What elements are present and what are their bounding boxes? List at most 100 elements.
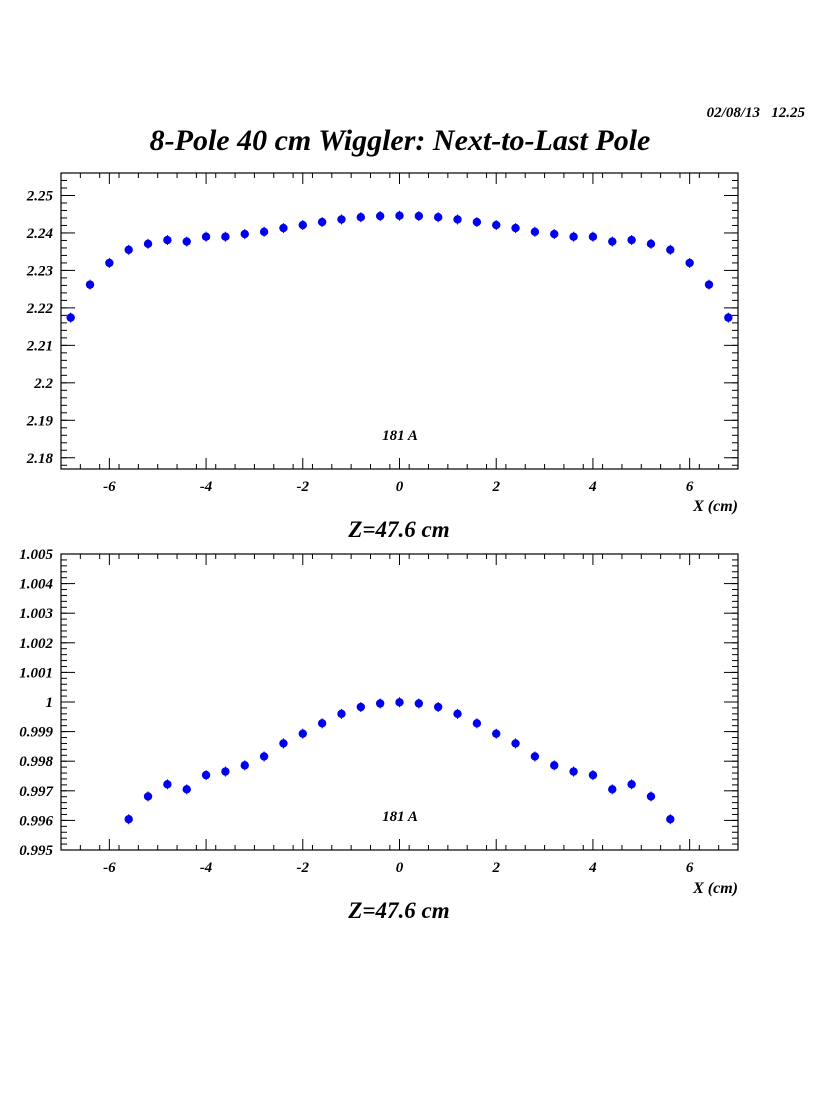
data-point <box>453 215 462 224</box>
current-annotation: 181 A <box>382 428 418 444</box>
data-point <box>472 719 482 728</box>
x-tick-label: 0 <box>396 479 404 495</box>
data-point <box>182 785 191 794</box>
data-points <box>124 697 675 825</box>
data-point <box>433 213 443 222</box>
data-point <box>259 752 269 761</box>
data-point <box>105 258 114 268</box>
data-point <box>492 729 501 738</box>
page-title: 8-Pole 40 cm Wiggler: Next-to-Last Pole <box>149 124 651 157</box>
current-annotation: 181 A <box>382 809 418 825</box>
data-point <box>317 719 327 728</box>
data-point <box>550 761 559 770</box>
y-tick-label: 1.004 <box>19 577 53 593</box>
plot-frame <box>60 172 739 470</box>
data-point <box>201 770 211 780</box>
data-point <box>85 280 95 289</box>
data-point <box>221 767 230 776</box>
grid-ticks <box>60 553 739 851</box>
data-point <box>124 245 133 255</box>
data-point <box>298 729 307 738</box>
x-tick-label: 6 <box>686 860 694 876</box>
x-tick-label: 4 <box>588 860 597 876</box>
y-tick-label: 2.25 <box>26 188 54 204</box>
y-tick-label: 0.998 <box>19 754 53 770</box>
y-tick-label: 1.003 <box>19 606 53 622</box>
y-tick-label: 0.995 <box>19 843 53 859</box>
data-point <box>569 767 578 776</box>
grid-ticks <box>60 172 739 469</box>
data-point <box>356 213 366 222</box>
x-tick-label: 6 <box>686 479 694 495</box>
z-caption: Z=47.6 cm <box>347 517 449 542</box>
y-tick-label: 1.002 <box>19 636 53 652</box>
data-point <box>666 245 675 255</box>
x-tick-labels: -6 -4 -2 0 2 4 6 <box>103 479 694 495</box>
y-tick-label: 2.23 <box>26 263 54 279</box>
data-point <box>240 229 249 239</box>
date-stamp: 02/08/13 12.25 <box>706 105 805 121</box>
data-point <box>724 313 733 322</box>
y-tick-labels: 2.18 2.19 2.2 2.21 2.22 2.23 2.24 2.25 <box>26 188 54 466</box>
data-point <box>375 699 385 708</box>
x-tick-label: -2 <box>297 860 310 876</box>
data-point <box>646 239 656 249</box>
data-point <box>259 227 269 237</box>
data-point <box>511 739 520 748</box>
data-point <box>298 220 307 230</box>
data-point <box>530 752 540 761</box>
z-caption: Z=47.6 cm <box>347 898 449 923</box>
data-point <box>143 239 153 249</box>
data-point <box>433 702 443 712</box>
y-tick-label: 2.18 <box>26 451 54 467</box>
y-tick-label: 0.996 <box>19 813 53 829</box>
y-tick-label: 2.22 <box>26 301 54 317</box>
y-tick-label: 2.24 <box>26 226 54 242</box>
data-point <box>279 739 288 748</box>
data-point <box>279 223 288 233</box>
data-point <box>201 232 211 241</box>
data-point <box>337 709 346 719</box>
data-point <box>182 237 191 246</box>
x-tick-label: 0 <box>396 860 404 876</box>
y-tick-label: 0.997 <box>19 784 53 800</box>
data-point <box>704 280 714 289</box>
data-point <box>337 215 346 224</box>
x-tick-label: -4 <box>200 860 213 876</box>
data-point <box>163 780 172 789</box>
y-tick-label: 2.19 <box>26 413 54 429</box>
data-point <box>124 815 133 824</box>
data-point <box>395 698 404 707</box>
plot-frame <box>60 553 739 851</box>
data-point <box>240 761 249 770</box>
data-point <box>627 780 636 789</box>
data-points <box>66 210 733 323</box>
y-tick-label: 2.2 <box>33 376 53 392</box>
data-point <box>317 217 327 227</box>
data-point <box>143 792 153 801</box>
data-point <box>627 235 636 245</box>
data-point <box>550 229 559 239</box>
data-point <box>356 702 366 712</box>
data-point <box>492 220 501 230</box>
data-point <box>530 227 540 237</box>
x-tick-label: 4 <box>588 479 597 495</box>
x-tick-label: -6 <box>103 860 116 876</box>
data-point <box>472 217 482 227</box>
x-tick-label: 2 <box>491 860 500 876</box>
data-point <box>685 258 694 268</box>
top-chart: 2.18 2.19 2.2 2.21 2.22 2.23 2.24 2.25 -6 -4 -2 0 2… <box>26 172 739 542</box>
data-point <box>666 815 675 824</box>
data-point <box>221 232 230 241</box>
y-tick-labels: 0.995 0.996 0.997 0.998 0.999 1 1.001 1.002 1.00… <box>19 547 53 859</box>
data-point <box>414 699 424 708</box>
data-point <box>608 785 617 794</box>
data-point <box>569 232 578 241</box>
data-point <box>588 770 598 780</box>
y-tick-label: 1 <box>46 695 54 711</box>
x-tick-label: -4 <box>200 479 213 495</box>
data-point <box>588 232 598 241</box>
y-tick-label: 2.21 <box>26 338 53 354</box>
data-point <box>163 235 172 245</box>
data-point <box>453 709 462 719</box>
